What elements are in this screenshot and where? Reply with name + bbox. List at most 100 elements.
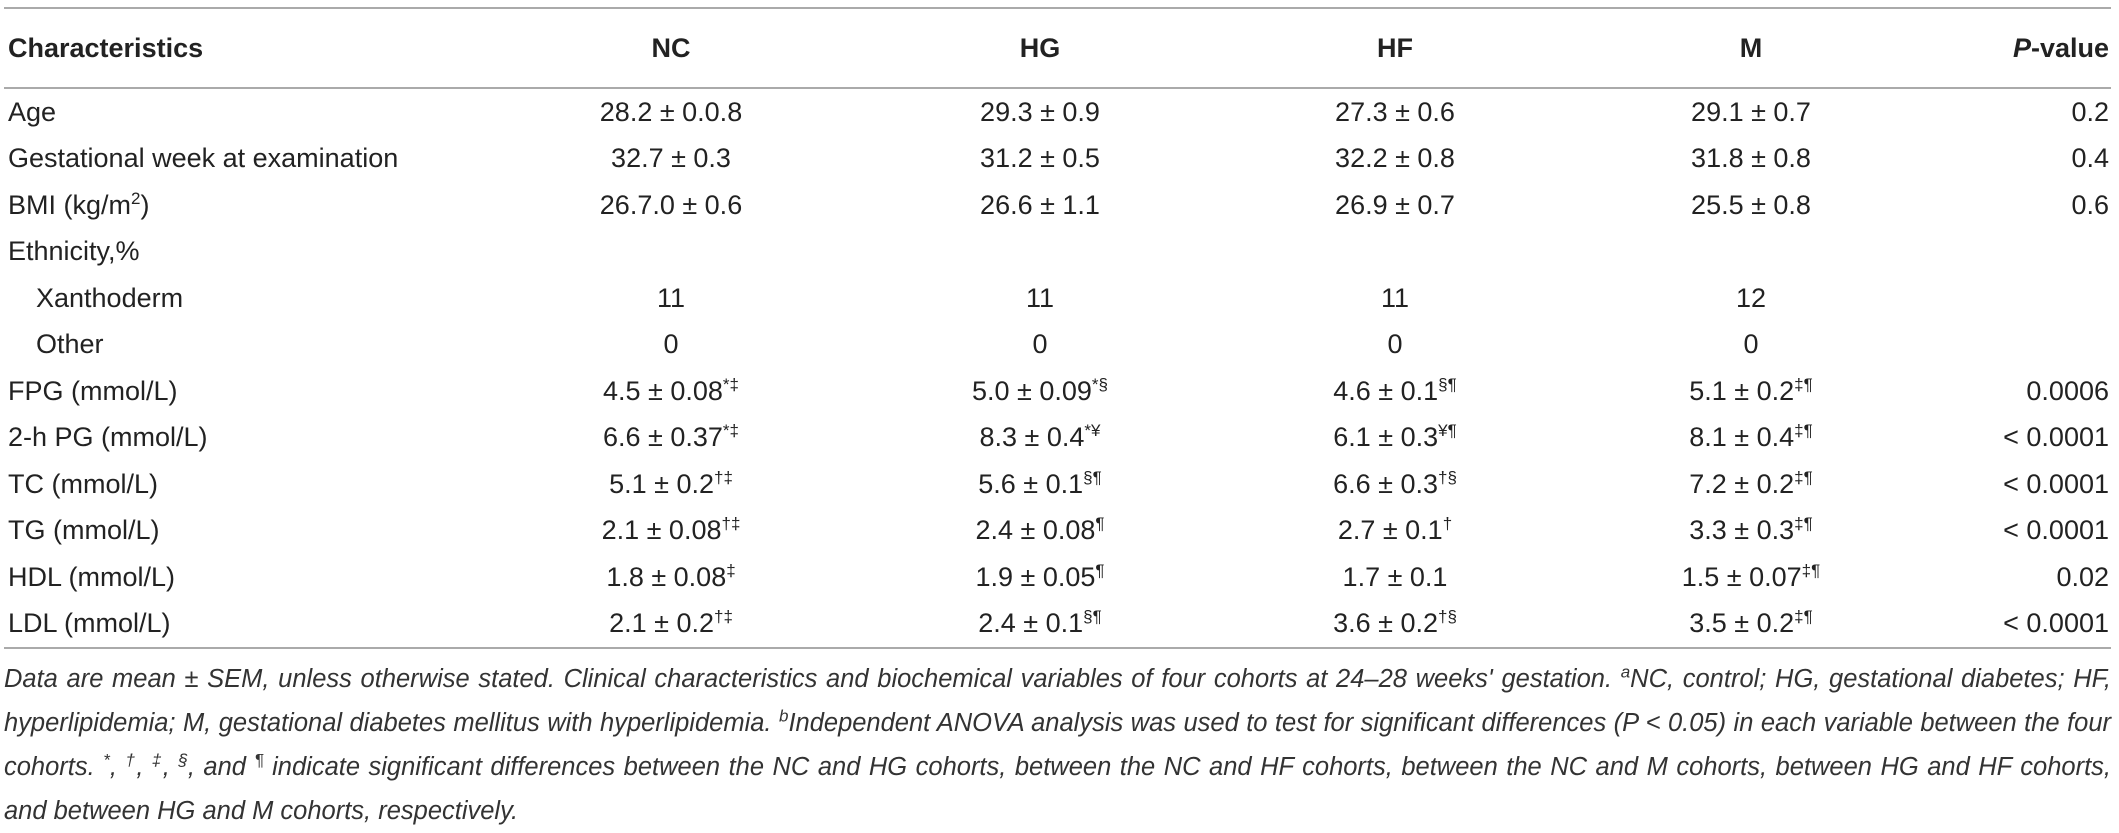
cell-text: 29.3 ± 0.9 [980,96,1100,127]
table-header: Characteristics NC HG HF M P-value [4,7,2111,89]
data-cell: 0 [1218,322,1572,369]
p-value [1930,275,2111,322]
cell-text: 0 [1032,329,1048,360]
p-value: 0.0006 [1930,368,2111,415]
cell-text: 2.1 ± 0.08 [601,515,722,546]
superscript: 2 [131,188,141,208]
cell-text: 2.1 ± 0.2 [609,608,714,639]
p-value: < 0.0001 [1930,508,2111,555]
footnote-text: , [109,753,126,781]
cell-text: 29.1 ± 0.7 [1691,96,1811,127]
cell-text: 26.9 ± 0.7 [1335,189,1455,220]
cell-text: 12 [1735,282,1767,313]
data-cell: 8.3 ± 0.4*¥ [862,415,1218,462]
data-cell: 25.5 ± 0.8 [1572,182,1930,229]
header-cell: HF [1218,7,1572,89]
cell-text: HF [1377,32,1413,63]
data-cell: 0 [1572,322,1930,369]
cell-text: HG [1019,32,1061,63]
data-cell: 2.1 ± 0.2†‡ [480,600,862,649]
cell-text: 0.2 [2071,96,2109,127]
data-cell: 3.3 ± 0.3‡¶ [1572,508,1930,555]
cell-text: M [1739,32,1763,63]
data-cell: 1.5 ± 0.07‡¶ [1572,554,1930,601]
header-cell: HG [862,7,1218,89]
cell-text: 26.7.0 ± 0.6 [599,189,743,220]
data-cell [1572,229,1930,276]
cell-text: < 0.0001 [2003,515,2109,546]
table-row: Gestational week at examination 32.7 ± 0.… [4,136,2111,183]
table-row: TC (mmol/L) 5.1 ± 0.2†‡ 5.6 ± 0.1§¶ 6.6 ± 0… [4,461,2111,508]
data-cell: 2.4 ± 0.08¶ [862,508,1218,555]
cell-text: 1.7 ± 0.1 [1342,561,1448,592]
data-cell: 11 [1218,275,1572,322]
cell-text: 8.1 ± 0.4 [1689,422,1795,453]
data-cell: 2.4 ± 0.1§¶ [862,600,1218,649]
cell-text: 0.6 [2071,189,2109,220]
cell-text: 0 [1743,329,1759,360]
data-cell: 12 [1572,275,1930,322]
cell-text: 5.0 ± 0.09 [972,375,1092,406]
cell-text: 2.4 ± 0.08 [975,515,1096,546]
cell-text: 0 [1387,329,1403,360]
superscript: *¥ [1084,421,1101,441]
row-label: Xanthoderm [4,275,480,322]
italic-text: P [2012,32,2031,63]
table-row: Other 0 0 0 0 [4,322,2111,369]
data-table: Characteristics NC HG HF M P-value Age 28.2 ± … [4,7,2111,649]
data-cell: 26.9 ± 0.7 [1218,182,1572,229]
p-value: < 0.0001 [1930,461,2111,508]
cell-text: 1.9 ± 0.05 [975,561,1096,592]
cell-text: 27.3 ± 0.6 [1335,96,1455,127]
footnote-superscript: ¶ [254,750,264,770]
data-cell: 4.5 ± 0.08*‡ [480,368,862,415]
cell-text: 6.6 ± 0.37 [603,422,723,453]
data-cell: 11 [862,275,1218,322]
data-cell: 6.6 ± 0.3†§ [1218,461,1572,508]
table-row: 2-h PG (mmol/L) 6.6 ± 0.37*‡ 8.3 ± 0.4*¥ 6.… [4,415,2111,462]
header-cell: Characteristics [4,7,480,89]
cell-text: 0 [663,329,679,360]
cell-text: 32.2 ± 0.8 [1335,143,1455,174]
data-cell: 2.7 ± 0.1† [1218,508,1572,555]
superscript: ¶ [1095,560,1105,580]
footnote-superscript: † [125,750,137,770]
cell-text: 11 [1380,282,1410,313]
footnote-superscript: a [1620,662,1631,682]
data-cell: 3.6 ± 0.2†§ [1218,600,1572,649]
data-cell: 6.1 ± 0.3¥¶ [1218,415,1572,462]
p-value: 0.4 [1930,136,2111,183]
superscript: ‡ [726,560,736,580]
footnote-superscript: § [178,750,188,770]
cell-text: < 0.0001 [2003,608,2109,639]
cell-text: Ethnicity,% [8,236,140,267]
data-cell: 5.1 ± 0.2‡¶ [1572,368,1930,415]
data-cell: 29.3 ± 0.9 [862,88,1218,136]
data-cell: 29.1 ± 0.7 [1572,88,1930,136]
footnote-text: Data are mean ± SEM, unless otherwise st… [4,665,1621,693]
footnote-text: indicate significant differences between… [4,753,2111,825]
p-value: 0.6 [1930,182,2111,229]
header-row: Characteristics NC HG HF M P-value [4,7,2111,89]
table-row: Ethnicity,% [4,229,2111,276]
table-row: TG (mmol/L) 2.1 ± 0.08†‡ 2.4 ± 0.08¶ 2.7 ± … [4,508,2111,555]
superscript: †‡ [713,607,733,627]
p-value [1930,229,2111,276]
cell-text: < 0.0001 [2003,468,2109,499]
superscript: ‡¶ [1794,467,1813,487]
cell-text: 11 [1025,282,1055,313]
superscript: † [1442,514,1453,534]
cell-text: 5.1 ± 0.2 [609,468,714,499]
cell-text: Age [8,96,57,127]
cell-text: Characteristics [8,32,204,63]
data-cell: 5.6 ± 0.1§¶ [862,461,1218,508]
data-cell: 1.7 ± 0.1 [1218,554,1572,601]
data-cell: 28.2 ± 0.0.8 [480,88,862,136]
cell-text: 8.3 ± 0.4 [979,422,1085,453]
row-label: BMI (kg/m2) [4,182,480,229]
row-label: LDL (mmol/L) [4,600,480,649]
cell-text: 4.5 ± 0.08 [603,375,723,406]
cell-text: 7.2 ± 0.2 [1689,468,1795,499]
footnote-text: , [136,753,152,781]
